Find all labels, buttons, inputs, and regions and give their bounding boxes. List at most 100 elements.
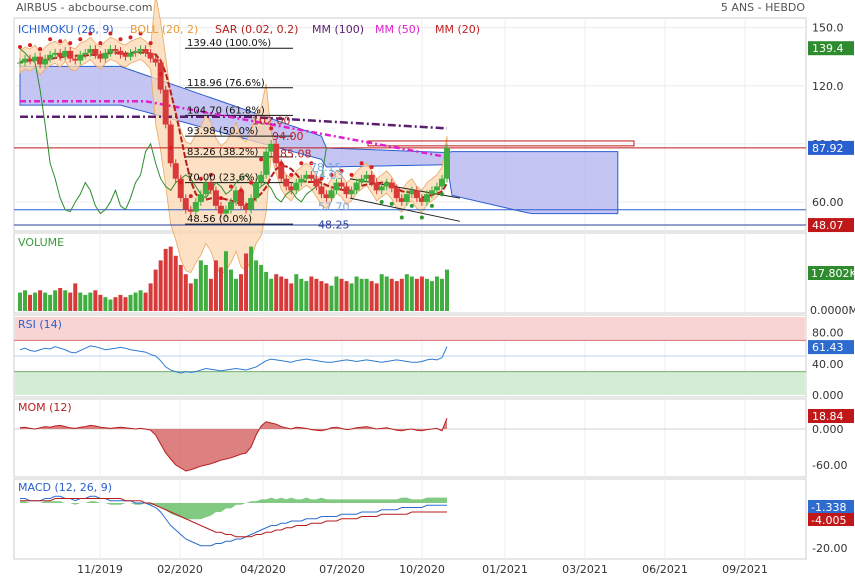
candle	[212, 190, 219, 206]
candle	[122, 54, 129, 57]
volume-bar	[118, 294, 123, 311]
candle	[182, 198, 189, 210]
volume-bar	[339, 278, 344, 311]
volume-bar	[439, 278, 444, 311]
sar-dot	[339, 168, 344, 173]
y-tick-label: 120.0	[812, 80, 844, 93]
rsi-oversold-zone	[15, 371, 805, 395]
volume-bar	[334, 276, 339, 311]
candle	[408, 190, 415, 195]
volume-bar	[158, 260, 163, 311]
sar-dot	[148, 41, 153, 46]
legend-entry: MM (50)	[375, 23, 420, 36]
volume-bar	[244, 253, 249, 311]
volume-bar	[43, 292, 48, 311]
candle	[273, 143, 280, 164]
sar-dot	[419, 215, 424, 220]
volume-bar	[168, 246, 173, 311]
volume-bar	[128, 294, 133, 311]
candle	[388, 182, 395, 189]
candle	[137, 48, 144, 51]
candle	[233, 190, 240, 202]
candle	[192, 201, 199, 212]
candle	[348, 190, 355, 195]
volume-bar	[173, 255, 178, 311]
candle	[393, 188, 400, 199]
candle	[363, 174, 370, 179]
candle	[37, 56, 44, 65]
fib-level-label: 118.96 (76.6%)	[187, 78, 265, 89]
y-tick-label: -20.00	[812, 542, 847, 555]
volume-bar	[68, 292, 73, 311]
candle	[268, 143, 275, 152]
volume-bar	[98, 294, 103, 311]
volume-bar	[424, 278, 429, 311]
volume-bar	[188, 283, 193, 311]
candle	[368, 174, 375, 183]
volume-bar	[354, 276, 359, 311]
y-tick-label: -60.00	[812, 459, 847, 472]
candle	[398, 198, 405, 202]
candle	[303, 174, 310, 179]
candle	[358, 178, 365, 183]
sar-dot	[349, 172, 354, 177]
price-annotation: 102.00	[252, 115, 291, 128]
ichimoku-lagging-line	[19, 48, 327, 215]
volume-bar	[138, 290, 143, 311]
candle	[338, 182, 345, 187]
volume-bar	[228, 269, 233, 311]
candle	[112, 48, 119, 51]
volume-bar	[324, 283, 329, 311]
candle	[333, 182, 340, 191]
y-tick-label: 0.000	[812, 389, 844, 402]
trend-line	[349, 197, 461, 222]
candle	[373, 182, 380, 191]
candle	[42, 58, 49, 65]
sar-dot	[329, 172, 334, 177]
volume-bar	[254, 260, 259, 311]
volume-bar	[399, 278, 404, 311]
chart-period: 5 ANS - HEBDO	[720, 1, 805, 14]
sar-dot	[289, 172, 294, 177]
volume-bar	[193, 278, 198, 311]
candle	[132, 50, 139, 53]
candle	[167, 124, 174, 164]
candle	[328, 190, 335, 199]
volume-bar	[48, 294, 53, 311]
macd-panel-frame	[13, 478, 807, 560]
x-tick-label: 01/2021	[482, 563, 528, 576]
x-tick-label: 04/2020	[240, 563, 286, 576]
candle	[187, 209, 194, 212]
volume-bar	[279, 276, 284, 311]
volume-bar	[223, 251, 228, 311]
candle	[67, 50, 74, 59]
volume-bar	[269, 278, 274, 311]
rsi-overbought-zone	[15, 317, 805, 341]
sar-dot	[249, 180, 254, 185]
legend-entry: SAR (0.02, 0.2)	[215, 23, 298, 36]
legend-entry: BOLL (20, 2)	[130, 23, 198, 36]
volume-bar	[445, 269, 449, 311]
volume-bar	[23, 290, 28, 311]
candle	[293, 182, 300, 191]
price-annotation: 57.70	[318, 200, 350, 213]
candle	[102, 52, 109, 59]
volume-bar	[213, 260, 218, 311]
volume-bar	[414, 278, 419, 311]
candle	[428, 190, 435, 195]
candle	[378, 186, 385, 191]
volume-bar	[163, 248, 168, 311]
fib-level-label: 70.00 (23.6%)	[187, 173, 258, 184]
volume-bar	[434, 276, 439, 311]
volume-bar	[83, 294, 88, 311]
candle	[152, 58, 159, 63]
sar-dot	[88, 31, 93, 36]
volume-bar	[359, 278, 364, 311]
macd-line	[20, 495, 447, 547]
volume-title: VOLUME	[18, 236, 64, 249]
sar-dot	[18, 45, 22, 50]
candle	[403, 194, 410, 202]
price-annotation: 74.03	[312, 169, 344, 182]
price-badge	[808, 218, 854, 233]
volume-bar	[203, 265, 208, 311]
